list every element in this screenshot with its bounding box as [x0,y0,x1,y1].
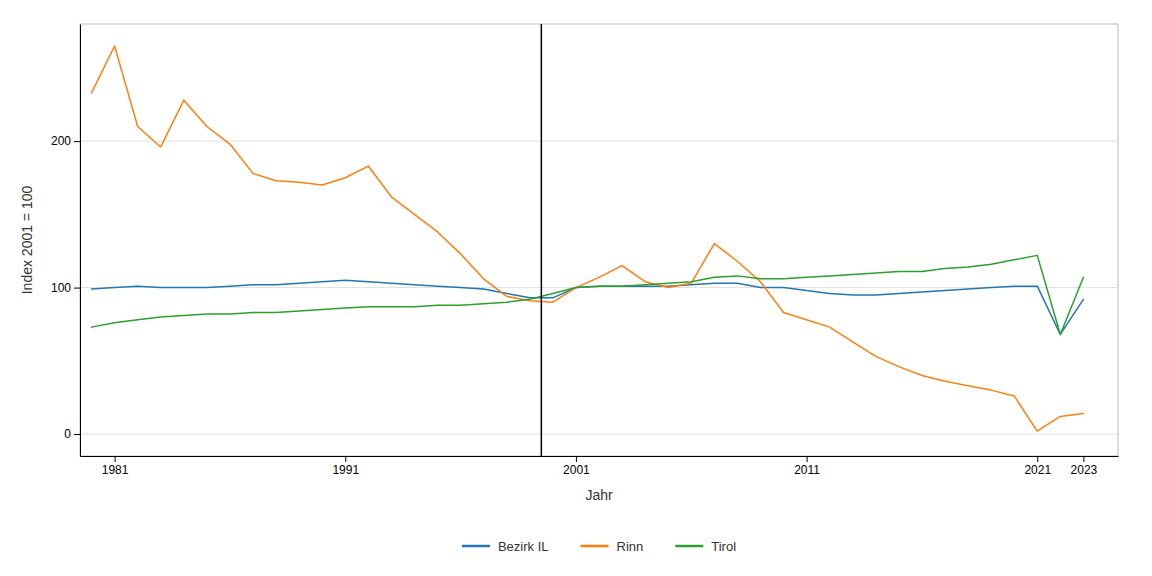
y-tick-mark [74,434,80,435]
x-axis-line [81,456,1119,457]
grid-line [80,287,1118,288]
y-axis: 0 100 200 [51,25,81,457]
y-tick: 0 [64,427,80,441]
x-tick-mark [115,456,116,462]
x-tick-label: 2023 [1071,463,1098,477]
x-tick: 2023 [1071,456,1098,477]
x-tick-mark [576,456,577,462]
x-tick-label: 2011 [794,463,820,477]
legend-label: Bezirk IL [498,539,549,554]
y-tick: 100 [51,281,80,295]
grid [80,141,1118,434]
y-axis-line [80,25,81,457]
y-tick-mark [74,141,80,142]
y-tick: 200 [51,134,80,148]
y-tick-label: 200 [51,134,71,148]
x-tick-mark [1037,456,1038,462]
legend-swatch [581,545,609,548]
plot-frame [80,24,1118,456]
x-axis: 1981 1991 2001 2011 2021 2023 [81,456,1119,477]
x-tick-mark [345,456,346,462]
series-line [92,255,1084,334]
vertical-line [541,24,543,456]
grid-line [80,434,1118,435]
y-tick-mark [74,288,80,289]
legend-label: Tirol [711,539,736,554]
legend-swatch [675,545,703,548]
legend-item: Bezirk IL [462,539,549,554]
legend-label: Rinn [617,539,644,554]
x-tick-mark [1083,456,1084,462]
x-axis-title: Jahr [585,487,613,503]
x-tick-label: 2021 [1024,463,1051,477]
x-tick: 1991 [332,456,359,477]
x-tick-label: 2001 [563,463,590,477]
plot-area [92,24,1084,456]
legend-item: Rinn [581,539,644,554]
y-tick-label: 0 [64,427,71,441]
x-tick: 2011 [794,456,820,477]
x-tick-mark [807,456,808,462]
legend-item: Tirol [675,539,736,554]
legend: Bezirk IL Rinn Tirol [462,539,736,554]
grid-line [80,141,1118,142]
legend-swatch [462,545,490,548]
y-axis-title: Index 2001 = 100 [19,185,35,294]
y-tick-label: 100 [51,281,71,295]
x-tick: 2021 [1024,456,1051,477]
series-line [92,46,1084,431]
chart: 1981 1991 2001 2011 2021 2023 0 100 200 Jahr Index… [0,0,1152,576]
x-tick-label: 1981 [102,463,129,477]
x-tick-label: 1991 [332,463,359,477]
series-line [92,280,1084,334]
x-tick: 1981 [102,456,129,477]
x-tick: 2001 [563,456,590,477]
